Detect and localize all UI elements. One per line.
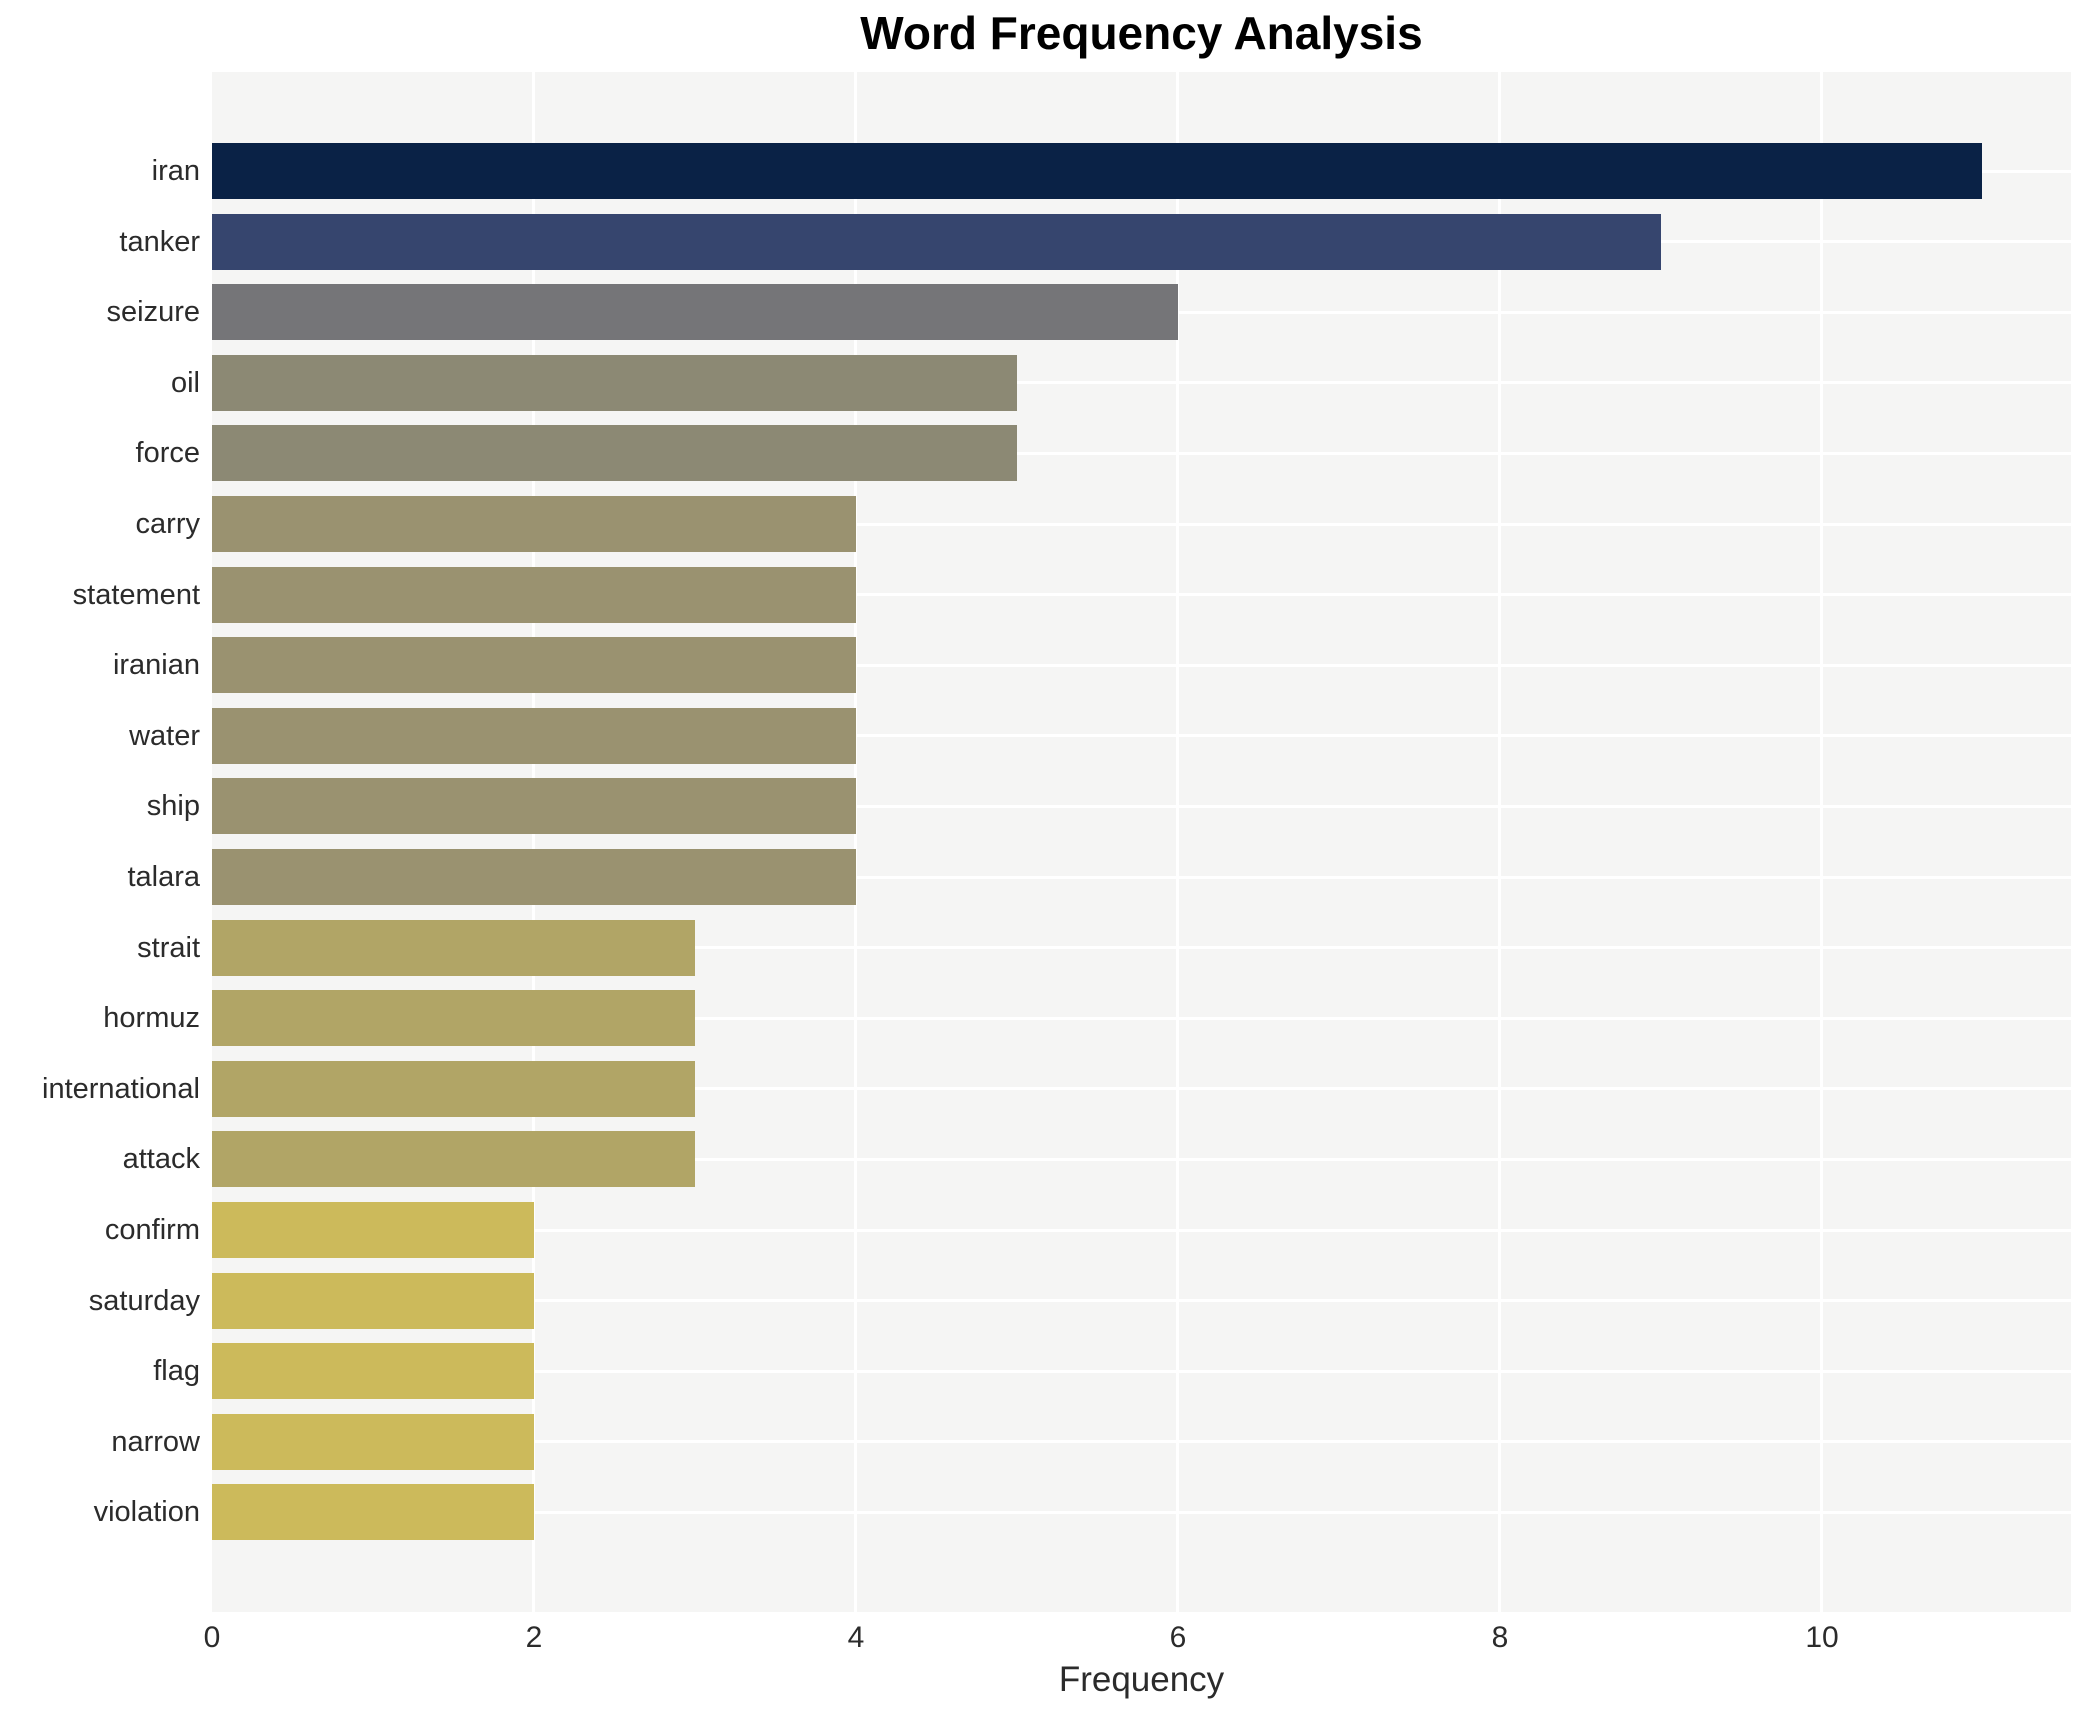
y-tick-label-narrow: narrow xyxy=(111,1426,200,1458)
x-tick-label-0: 0 xyxy=(203,1621,221,1654)
bar-confirm xyxy=(212,1202,534,1258)
gridline-row-water xyxy=(212,734,2071,737)
gridline-x-10 xyxy=(1820,72,1823,1612)
y-tick-label-international: international xyxy=(42,1073,200,1105)
gridline-row-international xyxy=(212,1087,2071,1090)
y-tick-label-oil: oil xyxy=(170,367,200,399)
gridline-row-attack xyxy=(212,1158,2071,1161)
chart-title: Word Frequency Analysis xyxy=(860,7,1423,59)
bar-saturday xyxy=(212,1273,534,1329)
gridline-row-flag xyxy=(212,1370,2071,1373)
y-tick-label-confirm: confirm xyxy=(104,1214,200,1246)
x-axis-label: Frequency xyxy=(1058,1660,1225,1699)
plot-area xyxy=(212,72,2071,1612)
y-tick-label-saturday: saturday xyxy=(88,1285,200,1317)
y-tick-label-violation: violation xyxy=(93,1496,200,1528)
bar-violation xyxy=(212,1484,534,1540)
y-tick-label-water: water xyxy=(129,720,200,752)
y-tick-label-ship: ship xyxy=(146,790,200,822)
bar-hormuz xyxy=(212,990,695,1046)
y-tick-label-force: force xyxy=(135,437,200,469)
bar-talara xyxy=(212,849,856,905)
y-tick-label-hormuz: hormuz xyxy=(103,1002,200,1034)
y-tick-label-attack: attack xyxy=(122,1143,200,1175)
bar-iranian xyxy=(212,637,856,693)
gridline-row-statement xyxy=(212,593,2071,596)
bar-statement xyxy=(212,567,856,623)
bar-narrow xyxy=(212,1414,534,1470)
gridline-row-violation xyxy=(212,1511,2071,1514)
gridline-x-6 xyxy=(1176,72,1179,1612)
y-tick-label-iran: iran xyxy=(151,155,200,187)
gridline-row-narrow xyxy=(212,1440,2071,1443)
y-tick-label-iranian: iranian xyxy=(112,649,200,681)
gridline-row-iranian xyxy=(212,664,2071,667)
bar-flag xyxy=(212,1343,534,1399)
gridline-row-saturday xyxy=(212,1299,2071,1302)
x-tick-label-6: 6 xyxy=(1169,1621,1187,1654)
y-tick-label-carry: carry xyxy=(135,508,200,540)
gridline-row-confirm xyxy=(212,1229,2071,1232)
bar-oil xyxy=(212,355,1017,411)
gridline-x-4 xyxy=(854,72,857,1612)
x-tick-label-4: 4 xyxy=(847,1621,865,1654)
gridline-row-talara xyxy=(212,876,2071,879)
x-tick-label-2: 2 xyxy=(525,1621,543,1654)
y-tick-label-strait: strait xyxy=(137,932,200,964)
gridline-row-strait xyxy=(212,946,2071,949)
bar-strait xyxy=(212,920,695,976)
bar-tanker xyxy=(212,214,1661,270)
bar-attack xyxy=(212,1131,695,1187)
gridline-row-carry xyxy=(212,523,2071,526)
y-tick-label-flag: flag xyxy=(153,1355,200,1387)
y-tick-label-talara: talara xyxy=(127,861,200,893)
gridline-row-force xyxy=(212,452,2071,455)
x-tick-label-8: 8 xyxy=(1491,1621,1509,1654)
gridline-x-2 xyxy=(532,72,535,1612)
bar-ship xyxy=(212,778,856,834)
bar-iran xyxy=(212,143,1982,199)
bar-seizure xyxy=(212,284,1178,340)
gridline-row-oil xyxy=(212,381,2071,384)
bar-water xyxy=(212,708,856,764)
gridline-row-ship xyxy=(212,805,2071,808)
bar-carry xyxy=(212,496,856,552)
bar-international xyxy=(212,1061,695,1117)
x-tick-label-10: 10 xyxy=(1805,1621,1839,1654)
y-tick-label-seizure: seizure xyxy=(106,296,201,328)
y-tick-label-statement: statement xyxy=(72,579,200,611)
bar-force xyxy=(212,425,1017,481)
gridline-row-hormuz xyxy=(212,1017,2071,1020)
y-tick-label-tanker: tanker xyxy=(119,226,200,258)
gridline-x-8 xyxy=(1498,72,1501,1612)
